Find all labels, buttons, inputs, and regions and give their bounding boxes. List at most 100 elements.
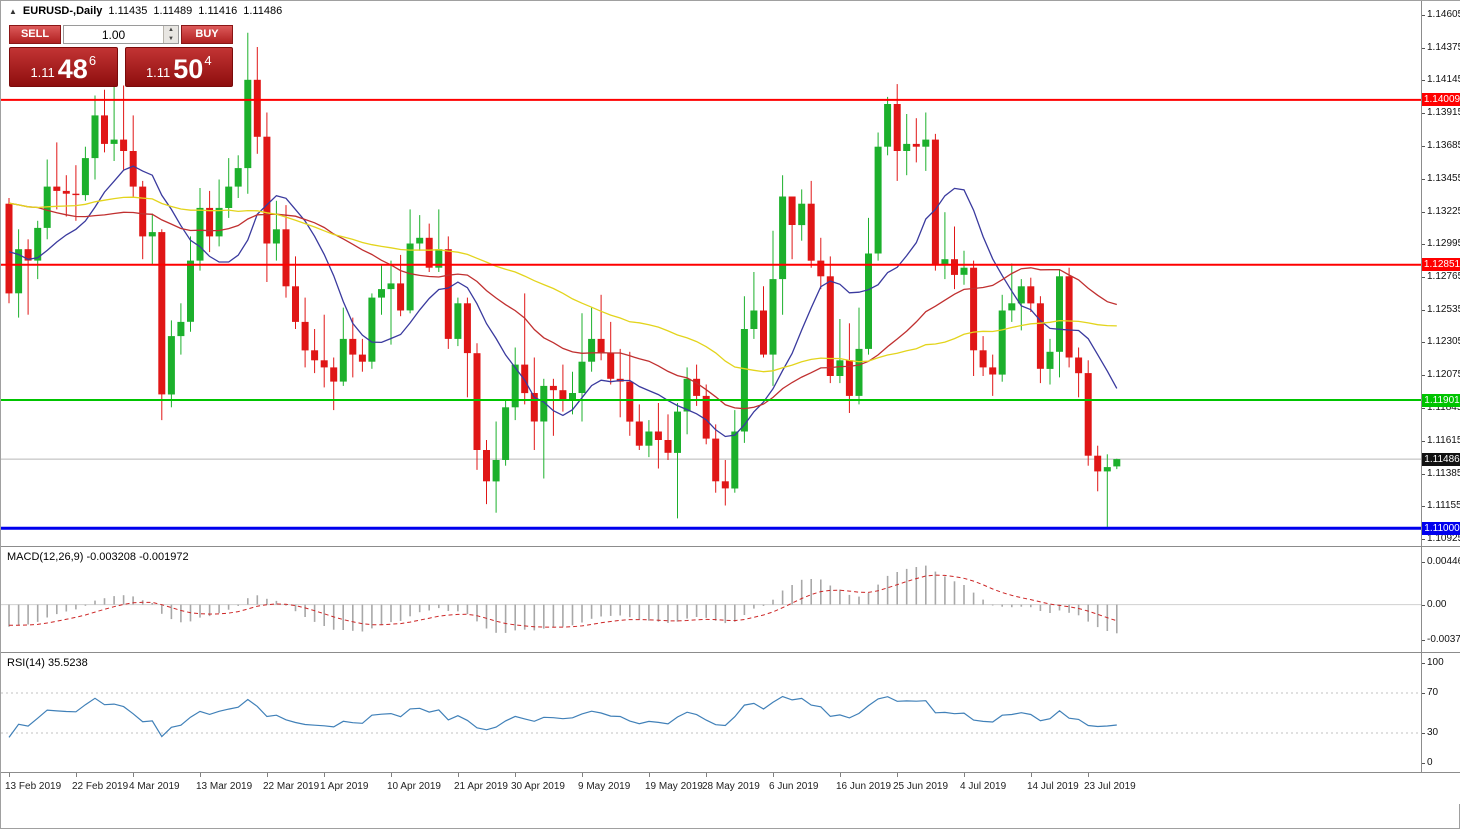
date-label: 30 Apr 2019 [511,781,565,792]
sell-price-pip: 6 [88,53,97,68]
date-label: 22 Mar 2019 [263,781,320,792]
volume-field: ▲ ▼ [63,25,179,44]
macd-histogram [8,565,1118,634]
macd-tick-label: 0.00 [1427,599,1447,610]
sell-price-big: 48 [57,54,88,84]
ma-30-line [8,202,1117,410]
volume-down-button[interactable]: ▼ [163,34,178,43]
one-click-trade-widget: SELL ▲ ▼ BUY 1.11 48 6 1.11 [9,25,233,87]
date-tick [1088,773,1089,777]
price-tick-label: 1.14145 [1427,74,1460,85]
price-tick-label: 1.13225 [1427,206,1460,217]
volume-input[interactable] [64,26,163,43]
date-label: 16 Jun 2019 [836,781,892,792]
date-label: 14 Jul 2019 [1027,781,1079,792]
price-tick-label: 1.12535 [1427,304,1460,315]
macd-tick-label: -0.003715 [1427,634,1460,645]
date-tick [324,773,325,777]
ohlc-close-value: 1.11486 [243,5,283,17]
date-tick [76,773,77,777]
price-tick-label: 1.12075 [1427,369,1460,380]
hline-price-badge: 1.14009 [1422,93,1460,106]
chart-title: ▲ EURUSD-,Daily 1.11435 1.11489 1.11416 … [9,5,282,17]
sell-price-display[interactable]: 1.11 48 6 [9,47,118,87]
date-tick [133,773,134,777]
date-label: 4 Mar 2019 [129,781,180,792]
ma-50-line [8,196,1117,373]
buy-price-pip: 4 [204,53,212,68]
date-tick [267,773,268,777]
price-tick-label: 1.13455 [1427,173,1460,184]
rsi-panel: 100 70 30 0 RSI(14) 35.5238 [1,652,1460,772]
ma-10-line [8,165,1118,438]
volume-up-button[interactable]: ▲ [163,26,178,35]
date-label: 13 Mar 2019 [196,781,253,792]
date-tick [582,773,583,777]
price-tick-label: 1.12765 [1427,271,1460,282]
date-label: 19 May 2019 [645,781,703,792]
rsi-line [8,695,1117,738]
macd-panel: 0.004465 0.00 -0.003715 MACD(12,26,9) -0.0… [1,546,1460,652]
price-tick-label: 1.11615 [1427,435,1460,446]
rsi-tick-label: 0 [1427,757,1433,768]
price-tick-label: 1.11845 [1427,402,1460,413]
one-click-toggle-icon[interactable]: ▲ [9,6,17,16]
date-label: 13 Feb 2019 [5,781,62,792]
rsi-label: RSI(14) 35.5238 [7,657,88,669]
sell-price-prefix: 1.11 [30,65,55,80]
date-label: 4 Jul 2019 [960,781,1007,792]
hline-price-badge: 1.12851 [1422,258,1460,271]
date-tick [706,773,707,777]
date-tick [964,773,965,777]
price-chart-panel: 1.14605 1.14375 1.14145 1.13915 1.13685 1.134… [1,1,1460,546]
date-label: 9 May 2019 [578,781,631,792]
price-chart-canvas[interactable] [1,1,1421,546]
rsi-canvas[interactable] [1,653,1421,773]
buy-price-display[interactable]: 1.11 50 4 [124,47,233,87]
price-tick-label: 1.14375 [1427,42,1460,53]
date-tick [649,773,650,777]
date-label: 25 Jun 2019 [893,781,949,792]
ohlc-low-value: 1.11416 [198,5,238,17]
time-axis[interactable]: 13 Feb 2019 22 Feb 2019 4 Mar 2019 13 Mar 2… [1,772,1460,804]
ohlc-open-value: 1.11435 [108,5,148,17]
macd-axis[interactable]: 0.004465 0.00 -0.003715 [1421,547,1460,652]
price-tick-label: 1.10925 [1427,533,1460,544]
date-label: 21 Apr 2019 [454,781,508,792]
date-label: 28 May 2019 [702,781,760,792]
date-label: 1 Apr 2019 [320,781,369,792]
candles [5,32,1121,527]
price-tick-label: 1.13915 [1427,107,1460,118]
hline-price-badge: 1.11901 [1422,394,1460,407]
buy-price-prefix: 1.11 [145,65,171,80]
price-axis[interactable]: 1.14605 1.14375 1.14145 1.13915 1.13685 1.134… [1421,1,1460,546]
rsi-axis[interactable]: 100 70 30 0 [1421,653,1460,772]
date-tick [773,773,774,777]
date-tick [458,773,459,777]
current-price-badge: 1.11486 [1422,453,1460,466]
date-tick [840,773,841,777]
hline-price-badge: 1.11000 [1422,522,1460,535]
price-tick-label: 1.12305 [1427,336,1460,347]
macd-tick-label: 0.004465 [1427,556,1460,567]
price-tick-label: 1.14605 [1427,9,1460,20]
macd-signal-line [9,574,1117,628]
rsi-tick-label: 100 [1427,657,1444,668]
rsi-tick-label: 30 [1427,727,1439,738]
volume-spinner: ▲ ▼ [163,26,178,43]
macd-label: MACD(12,26,9) -0.003208 -0.001972 [7,551,189,563]
date-tick [515,773,516,777]
chart-symbol-label: EURUSD-,Daily [22,5,103,17]
price-tick-label: 1.13685 [1427,140,1460,151]
sell-button[interactable]: SELL [9,25,61,44]
buy-button[interactable]: BUY [181,25,233,44]
date-tick [391,773,392,777]
macd-canvas[interactable] [1,547,1421,653]
price-tick-label: 1.12995 [1427,238,1460,249]
date-label: 6 Jun 2019 [769,781,819,792]
ohlc-high-value: 1.11489 [153,5,193,17]
date-label: 22 Feb 2019 [72,781,129,792]
price-tick-label: 1.11155 [1427,500,1460,511]
buy-price-big: 50 [173,54,204,84]
